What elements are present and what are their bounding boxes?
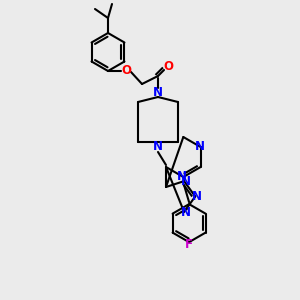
Text: F: F xyxy=(185,238,193,250)
Text: N: N xyxy=(177,170,187,184)
Text: O: O xyxy=(121,64,131,77)
Text: N: N xyxy=(195,140,205,154)
Text: N: N xyxy=(181,175,191,188)
Text: N: N xyxy=(181,206,191,219)
Text: N: N xyxy=(192,190,202,203)
Text: N: N xyxy=(153,140,163,154)
Text: O: O xyxy=(163,59,173,73)
Text: N: N xyxy=(153,85,163,98)
